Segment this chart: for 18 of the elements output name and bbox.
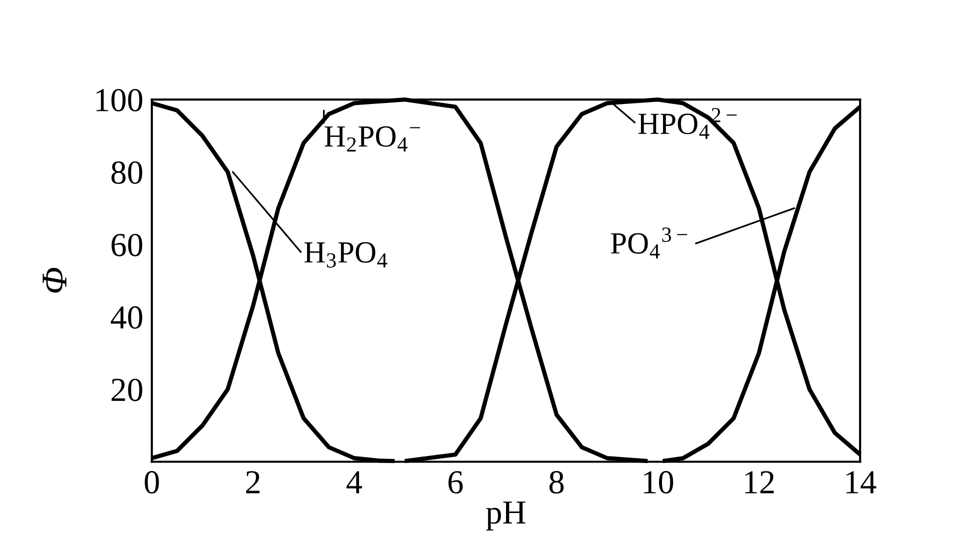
x-axis-title: pH	[486, 502, 526, 531]
x-tick-label: 0	[144, 471, 159, 494]
x-tick-label: 12	[745, 471, 774, 494]
y-tick-label: 40	[110, 306, 142, 329]
annotation: H$_{3}$PO$_{4}$	[304, 242, 388, 268]
y-tick-label: 100	[96, 88, 142, 112]
x-tick-label: 6	[448, 471, 463, 494]
y-tick-label: 80	[111, 161, 142, 184]
y-axis-title: Φ	[42, 268, 66, 293]
x-tick-label: 14	[846, 471, 876, 494]
annotation: PO$_{4}$$^{3−}$	[610, 228, 688, 258]
x-tick-label: 10	[644, 471, 674, 494]
y-tick-label: 60	[112, 234, 142, 256]
x-tick-label: 8	[549, 471, 564, 494]
x-tick-label: 4	[346, 471, 362, 494]
annotation: H$_{2}$PO$_{4}$$^{−}$	[324, 126, 420, 152]
y-tick-label: 20	[112, 378, 142, 402]
x-tick-label: 2	[246, 471, 260, 494]
